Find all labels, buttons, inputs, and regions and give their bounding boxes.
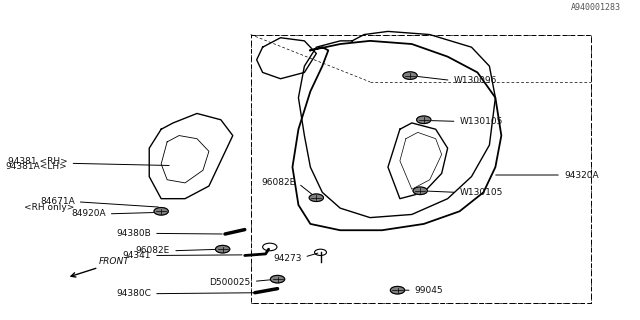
Text: W130105: W130105 — [460, 117, 503, 126]
Text: W130096: W130096 — [454, 76, 497, 85]
Text: 96082E: 96082E — [136, 246, 170, 255]
Circle shape — [390, 286, 404, 294]
Text: 94381A<LH>: 94381A<LH> — [6, 162, 67, 171]
Circle shape — [216, 245, 230, 253]
Text: 94380C: 94380C — [116, 289, 151, 298]
Text: 94273: 94273 — [273, 253, 301, 262]
Circle shape — [309, 194, 323, 202]
Text: 94380B: 94380B — [116, 229, 151, 238]
Text: FRONT: FRONT — [99, 257, 130, 266]
Text: <RH only>: <RH only> — [24, 203, 75, 212]
Text: 84920A: 84920A — [71, 209, 106, 218]
Circle shape — [270, 276, 285, 283]
Text: 96082E: 96082E — [261, 178, 296, 187]
Text: D500025: D500025 — [209, 278, 251, 287]
Text: A940001283: A940001283 — [571, 4, 621, 12]
Circle shape — [417, 116, 431, 124]
Text: 94341: 94341 — [122, 251, 151, 260]
Text: 94381 <RH>: 94381 <RH> — [8, 157, 67, 166]
Text: 99045: 99045 — [415, 286, 444, 295]
Text: 84671A: 84671A — [40, 197, 75, 206]
Circle shape — [154, 207, 168, 215]
Text: 94320A: 94320A — [564, 171, 598, 180]
Circle shape — [413, 187, 428, 195]
Text: W130105: W130105 — [460, 188, 503, 197]
Circle shape — [403, 72, 417, 79]
